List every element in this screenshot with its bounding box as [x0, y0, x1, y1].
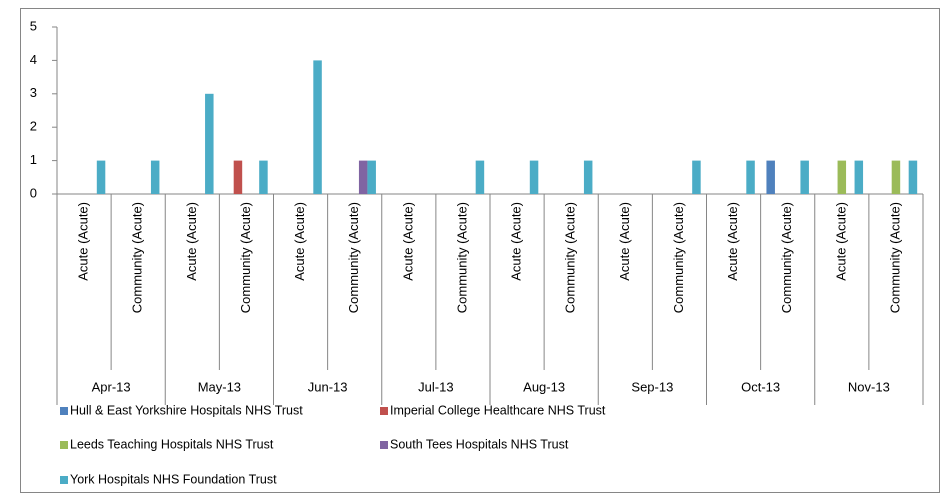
- bar: [475, 160, 485, 194]
- x-tick-label: Acute (Acute): [400, 202, 415, 281]
- bar: [358, 160, 368, 194]
- bar: [150, 160, 160, 194]
- group-label: Aug-13: [523, 379, 565, 394]
- y-tick-label: 2: [30, 119, 37, 134]
- legend-swatch: [60, 441, 68, 449]
- y-tick-label: 0: [30, 185, 37, 200]
- bar: [259, 160, 268, 194]
- legend-label: Hull & East Yorkshire Hospitals NHS Trus…: [70, 403, 303, 417]
- legend-label: York Hospitals NHS Foundation Trust: [70, 472, 277, 486]
- x-tick-label: Acute (Acute): [184, 202, 199, 281]
- bar: [583, 160, 593, 194]
- x-tick-label: Acute (Acute): [76, 202, 91, 281]
- legend-swatch: [60, 407, 68, 415]
- legend-swatch: [380, 441, 388, 449]
- group-label: Nov-13: [848, 379, 890, 394]
- legend-swatch: [380, 407, 388, 415]
- bar: [891, 160, 901, 194]
- y-tick-label: 5: [30, 18, 37, 33]
- bar: [746, 160, 755, 194]
- x-tick-label: Community (Acute): [887, 202, 902, 313]
- bar: [908, 160, 918, 194]
- x-tick-label: Community (Acute): [454, 202, 469, 313]
- x-tick-label: Acute (Acute): [509, 202, 524, 281]
- group-label: Jun-13: [308, 379, 348, 394]
- bar: [367, 160, 376, 194]
- x-tick-label: Community (Acute): [779, 202, 794, 313]
- x-tick-label: Community (Acute): [130, 202, 145, 313]
- y-tick-label: 4: [30, 52, 37, 67]
- y-tick-label: 1: [30, 152, 37, 167]
- bar: [529, 160, 539, 194]
- x-tick-label: Acute (Acute): [617, 202, 632, 281]
- group-label: Apr-13: [92, 379, 131, 394]
- bar: [96, 160, 106, 194]
- bar: [205, 93, 214, 194]
- x-tick-label: Acute (Acute): [725, 202, 740, 281]
- x-tick-label: Community (Acute): [563, 202, 578, 313]
- x-tick-label: Community (Acute): [671, 202, 686, 313]
- x-tick-label: Acute (Acute): [833, 202, 848, 281]
- legend-label: Imperial College Healthcare NHS Trust: [390, 403, 606, 417]
- x-tick-label: Community (Acute): [346, 202, 361, 313]
- group-label: Sep-13: [631, 379, 673, 394]
- group-label: Oct-13: [741, 379, 780, 394]
- chart-frame: [20, 8, 940, 493]
- bar: [837, 160, 847, 194]
- x-tick-label: Acute (Acute): [292, 202, 307, 281]
- legend-label: Leeds Teaching Hospitals NHS Trust: [70, 437, 274, 451]
- bar: [854, 160, 864, 194]
- bar: [313, 60, 322, 195]
- group-label: May-13: [198, 379, 241, 394]
- legend-label: South Tees Hospitals NHS Trust: [390, 437, 569, 451]
- bar: [233, 160, 243, 194]
- bar: [692, 160, 701, 194]
- bar: [766, 160, 775, 194]
- group-label: Jul-13: [418, 379, 453, 394]
- bar: [800, 160, 809, 194]
- x-tick-label: Community (Acute): [238, 202, 253, 313]
- y-tick-label: 3: [30, 85, 37, 100]
- legend-swatch: [60, 476, 68, 484]
